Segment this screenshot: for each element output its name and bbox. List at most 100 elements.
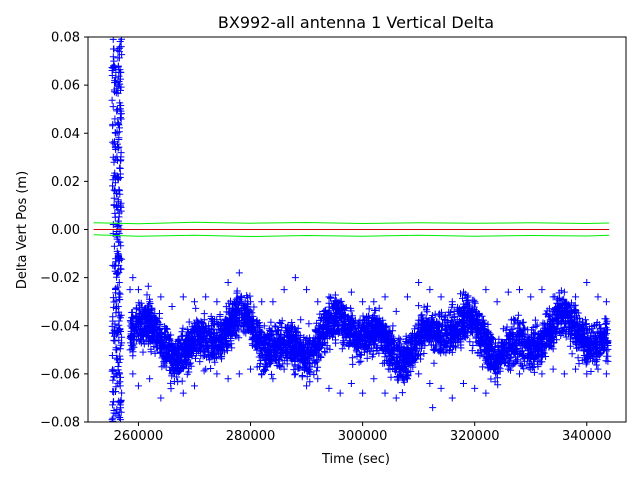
scatter-point xyxy=(157,394,165,402)
scatter-point xyxy=(146,298,154,306)
scatter-point xyxy=(314,298,322,306)
scatter-point xyxy=(113,201,121,209)
plot-area xyxy=(93,37,612,422)
scatter-point xyxy=(336,298,344,306)
scatter-point xyxy=(583,370,591,378)
y-tick-label: −0.06 xyxy=(40,367,80,382)
scatter-series xyxy=(108,37,612,422)
scatter-point xyxy=(113,189,121,197)
scatter-point xyxy=(113,235,121,243)
y-tick-label: 0.06 xyxy=(51,79,80,94)
scatter-point xyxy=(112,173,120,181)
scatter-point xyxy=(370,298,378,306)
lower-bound-line xyxy=(93,234,610,238)
scatter-point xyxy=(572,293,580,301)
scatter-point xyxy=(403,375,411,383)
scatter-point xyxy=(594,365,602,373)
y-tick-label: 0.08 xyxy=(51,31,80,46)
scatter-point xyxy=(129,370,137,378)
scatter-point xyxy=(516,370,524,378)
scatter-point xyxy=(247,298,255,306)
scatter-point xyxy=(560,288,568,296)
scatter-point xyxy=(116,382,124,390)
scatter-point xyxy=(429,404,437,412)
x-tick-label: 340000 xyxy=(562,429,612,444)
scatter-point xyxy=(459,288,467,296)
scatter-point xyxy=(280,365,288,373)
scatter-point xyxy=(179,293,187,301)
scatter-point xyxy=(392,307,400,315)
scatter-point xyxy=(538,370,546,378)
scatter-point xyxy=(381,389,389,397)
scatter-point xyxy=(115,317,123,325)
scatter-point xyxy=(111,115,119,123)
scatter-point xyxy=(168,303,176,310)
upper-bound-line xyxy=(93,221,610,225)
scatter-point xyxy=(415,370,423,378)
x-tick-label: 260000 xyxy=(114,429,164,444)
scatter-point xyxy=(336,389,344,397)
scatter-point xyxy=(560,370,568,378)
scatter-point xyxy=(583,278,591,286)
scatter-point xyxy=(347,380,355,387)
scatter-point xyxy=(114,250,122,258)
scatter-point xyxy=(202,293,210,301)
y-tick-label: −0.02 xyxy=(40,271,80,286)
scatter-point xyxy=(110,57,118,65)
scatter-point xyxy=(549,365,557,373)
scatter-point xyxy=(134,286,142,294)
scatter-point xyxy=(415,278,423,286)
scatter-point xyxy=(549,293,557,301)
scatter-point xyxy=(157,293,165,301)
scatter-point xyxy=(437,384,445,392)
scatter-point xyxy=(370,375,378,383)
scatter-point xyxy=(258,370,266,378)
scatter-point xyxy=(347,288,355,296)
x-tick-label: 300000 xyxy=(338,429,388,444)
scatter-point xyxy=(111,144,119,152)
scatter-point xyxy=(303,382,311,390)
scatter-point xyxy=(114,269,122,277)
scatter-point xyxy=(258,298,266,306)
scatter-point xyxy=(482,389,490,397)
y-tick-label: −0.04 xyxy=(40,319,80,334)
scatter-point xyxy=(448,394,456,402)
scatter-point xyxy=(224,375,232,383)
scatter-point xyxy=(538,286,546,294)
y-tick-label: 0.00 xyxy=(51,223,80,238)
scatter-point xyxy=(168,370,176,378)
scatter-point xyxy=(213,298,221,306)
scatter-point xyxy=(115,370,123,378)
scatter-point xyxy=(126,346,134,354)
scatter-point xyxy=(111,76,119,84)
scatter-point xyxy=(179,389,187,397)
scatter-point xyxy=(116,399,124,407)
scatter-point xyxy=(516,286,524,294)
x-axis-label: Time (sec) xyxy=(321,452,390,467)
scatter-point xyxy=(134,382,142,390)
scatter-point xyxy=(190,382,198,390)
y-axis: −0.08 −0.06 −0.04 −0.02 0.00 0.02 0.04 0.06 0.08 xyxy=(40,31,88,431)
scatter-point xyxy=(602,298,610,306)
chart-title: BX992-all antenna 1 Vertical Delta xyxy=(218,13,494,32)
scatter-point xyxy=(224,278,232,286)
scatter-point xyxy=(594,293,602,301)
scatter-point xyxy=(381,293,389,301)
y-axis-label: Delta Vert Pos (m) xyxy=(15,171,30,289)
scatter-point xyxy=(572,365,580,373)
scatter-point xyxy=(291,370,299,378)
scatter-point xyxy=(280,286,288,294)
scatter-point xyxy=(426,380,434,387)
scatter-point xyxy=(448,298,456,306)
scatter-point xyxy=(303,286,311,294)
scatter-point xyxy=(235,269,243,277)
x-tick-label: 320000 xyxy=(450,429,500,444)
scatter-point xyxy=(213,370,221,378)
scatter-point xyxy=(247,365,255,373)
scatter-point xyxy=(493,370,501,378)
scatter-point xyxy=(471,298,479,306)
scatter-point xyxy=(112,129,120,137)
scatter-point xyxy=(110,86,118,94)
